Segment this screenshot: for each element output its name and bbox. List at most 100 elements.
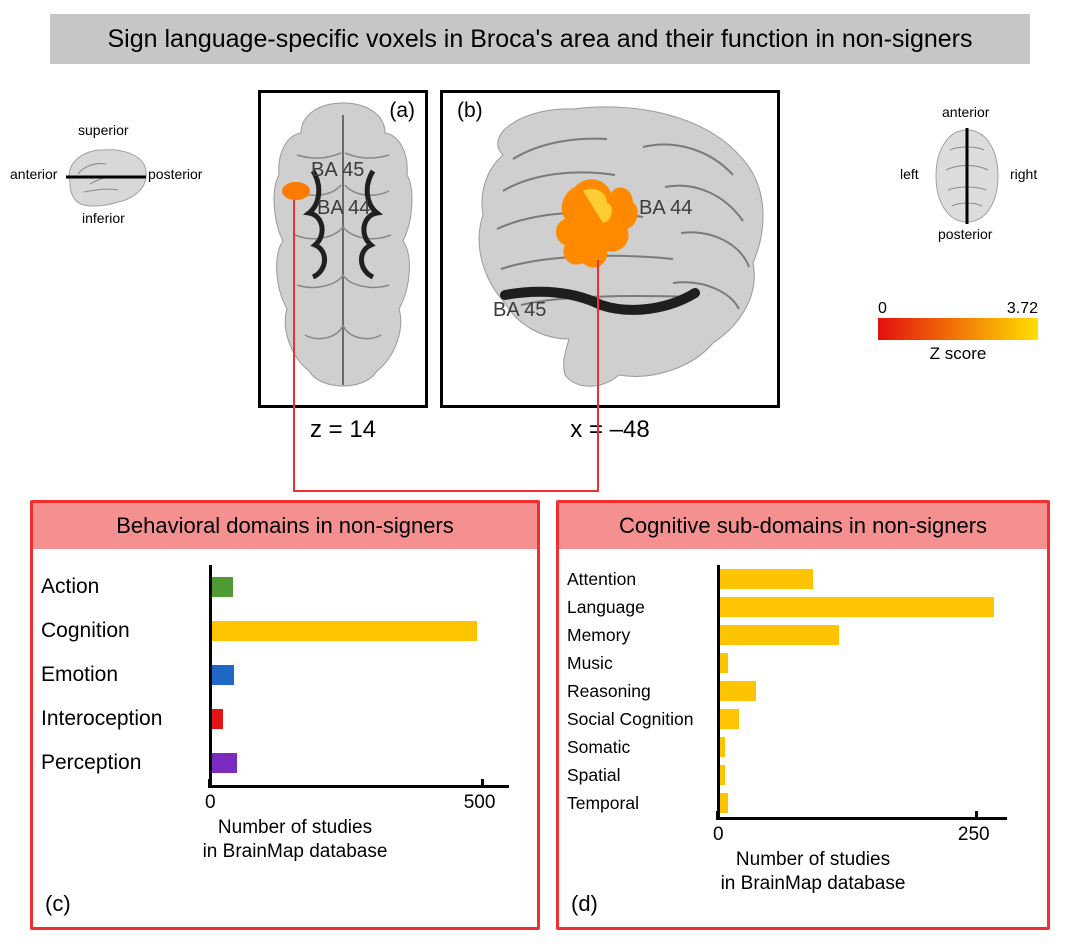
- bar-track: [717, 705, 1007, 733]
- brain-slice-panel-b: (b) BA 44 BA 45: [440, 90, 780, 408]
- ba44-label-a: BA 44: [317, 197, 370, 220]
- bar-row: Temporal: [567, 789, 1039, 817]
- bar: [720, 765, 725, 785]
- bar-category-label: Emotion: [41, 663, 209, 687]
- bar: [720, 597, 994, 617]
- x-axis-ticks: 0500: [209, 788, 509, 814]
- bar-row: Music: [567, 649, 1039, 677]
- x-tick-label: 0: [205, 792, 216, 814]
- bar-track: [717, 789, 1007, 817]
- bar-category-label: Somatic: [567, 737, 717, 758]
- bar: [212, 621, 477, 641]
- orient-top: anterior: [942, 104, 989, 120]
- chart-d-title: Cognitive sub-domains in non-signers: [559, 503, 1047, 549]
- x-axis-label: Number of studiesin BrainMap database: [41, 816, 529, 864]
- chart-d-body: Attention Language Memory Music Reasoning Soc…: [559, 549, 1047, 900]
- bar-category-label: Music: [567, 653, 717, 674]
- bar-row: Language: [567, 593, 1039, 621]
- bar: [212, 665, 234, 685]
- bar-category-label: Social Cognition: [567, 709, 717, 730]
- bar-category-label: Memory: [567, 625, 717, 646]
- bar-row: Interoception: [41, 697, 529, 741]
- brain-icon: [60, 144, 152, 210]
- bar-track: [717, 565, 1007, 593]
- x-tick-label: 0: [713, 824, 724, 846]
- brain-slice-panel-a: (a) BA 45 BA 44: [258, 90, 428, 408]
- bar-track: [717, 649, 1007, 677]
- figure-title: Sign language-specific voxels in Broca's…: [50, 14, 1030, 64]
- bar-category-label: Cognition: [41, 619, 209, 643]
- connector-line: [597, 260, 599, 492]
- chart-c-body: Action Cognition Emotion Interoception Perce…: [33, 549, 537, 868]
- chart-c-sublabel: (c): [45, 891, 71, 917]
- bar-row: Cognition: [41, 609, 529, 653]
- orient-right: posterior: [148, 166, 202, 182]
- orientation-brain-right: anterior posterior left right: [878, 100, 1058, 260]
- x-tick-label: 500: [464, 792, 496, 814]
- bar: [212, 709, 223, 729]
- bar-category-label: Interoception: [41, 707, 209, 731]
- bar-track: [209, 741, 509, 785]
- colorbar: 0 3.72 Z score: [878, 300, 1038, 364]
- ba45-label-b: BA 45: [493, 299, 546, 322]
- bar-track: [717, 677, 1007, 705]
- x-axis-label: Number of studiesin BrainMap database: [567, 848, 1039, 896]
- brain-slice-sagittal: [443, 95, 777, 405]
- bar-category-label: Language: [567, 597, 717, 618]
- bar-row: Reasoning: [567, 677, 1039, 705]
- bar-track: [717, 733, 1007, 761]
- colorbar-max: 3.72: [1007, 300, 1038, 318]
- ba44-label-b: BA 44: [639, 197, 692, 220]
- bar-track: [209, 697, 509, 741]
- bar-category-label: Perception: [41, 751, 209, 775]
- figure-title-text: Sign language-specific voxels in Broca's…: [108, 25, 973, 54]
- bar: [720, 737, 725, 757]
- bar-track: [717, 761, 1007, 789]
- bar-category-label: Temporal: [567, 793, 717, 814]
- bar-row: Spatial: [567, 761, 1039, 789]
- chart-d-sublabel: (d): [571, 891, 598, 917]
- orient-bottom: inferior: [82, 210, 125, 226]
- colorbar-label: Z score: [878, 344, 1038, 364]
- orient-top: superior: [78, 122, 129, 138]
- bar-row: Attention: [567, 565, 1039, 593]
- brain-top-icon: [928, 126, 1006, 226]
- bar-row: Social Cognition: [567, 705, 1039, 733]
- bar: [720, 709, 739, 729]
- bar: [720, 569, 813, 589]
- brain-slice-horizontal: [261, 95, 425, 405]
- bar: [720, 625, 839, 645]
- bar-category-label: Reasoning: [567, 681, 717, 702]
- orient-bottom: posterior: [938, 226, 992, 242]
- x-tick-label: 250: [958, 824, 990, 846]
- connector-line: [293, 490, 599, 492]
- x-axis-ticks: 0250: [717, 820, 1007, 846]
- orient-left: anterior: [10, 166, 57, 182]
- bar-track: [717, 593, 1007, 621]
- bar-category-label: Attention: [567, 569, 717, 590]
- bar: [720, 681, 756, 701]
- bar-category-label: Spatial: [567, 765, 717, 786]
- bar-row: Action: [41, 565, 529, 609]
- orient-left: left: [900, 166, 919, 182]
- bar-track: [717, 621, 1007, 649]
- bar-row: Emotion: [41, 653, 529, 697]
- bar: [720, 793, 728, 813]
- chart-panel-c: Behavioral domains in non-signers Action…: [30, 500, 540, 930]
- orient-right: right: [1010, 166, 1037, 182]
- bar-row: Memory: [567, 621, 1039, 649]
- colorbar-min: 0: [878, 300, 887, 318]
- bar-track: [209, 653, 509, 697]
- panel-b-caption: x = –48: [440, 416, 780, 444]
- ba45-label-a: BA 45: [311, 159, 364, 182]
- bar-track: [209, 565, 509, 609]
- bar-track: [209, 609, 509, 653]
- chart-c-title: Behavioral domains in non-signers: [33, 503, 537, 549]
- bar-row: Somatic: [567, 733, 1039, 761]
- colorbar-gradient: [878, 318, 1038, 340]
- bar: [720, 653, 728, 673]
- bar: [212, 753, 237, 773]
- connector-line: [293, 200, 295, 492]
- bar-category-label: Action: [41, 575, 209, 599]
- orientation-brain-left: superior inferior anterior posterior: [20, 110, 190, 240]
